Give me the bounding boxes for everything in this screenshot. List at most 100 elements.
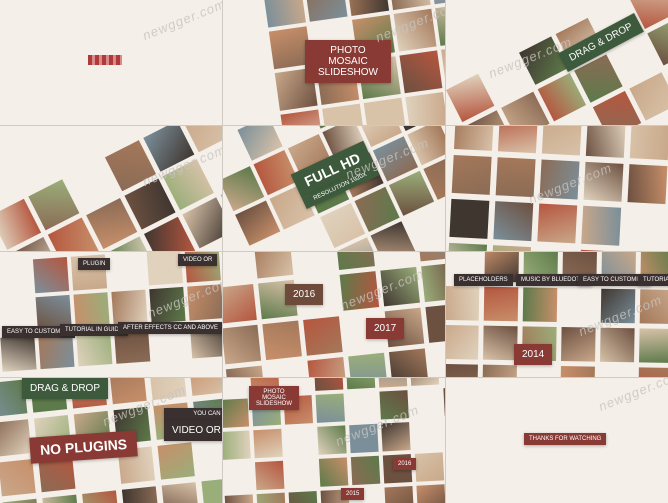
photo bbox=[541, 126, 582, 156]
photo bbox=[322, 103, 366, 125]
caption: VIDEO OR bbox=[178, 254, 218, 266]
caption: PHOTO MOSAIC SLIDESHOW bbox=[249, 386, 299, 410]
frame: PLACEHOLDERS MUSIC BY BLUEDOTAT EASY TO … bbox=[446, 252, 668, 377]
frame: PLUGIN VIDEO OR EASY TO CUSTOMIZE TUTORI… bbox=[0, 252, 222, 377]
photo bbox=[491, 245, 531, 251]
photo bbox=[451, 154, 492, 195]
photo bbox=[388, 348, 429, 377]
photo bbox=[0, 459, 36, 497]
photo bbox=[446, 324, 479, 360]
photo bbox=[405, 91, 445, 125]
caption: THANKS FOR WATCHING bbox=[524, 433, 607, 445]
photo bbox=[223, 398, 250, 428]
photo bbox=[346, 0, 390, 16]
photo bbox=[627, 164, 668, 205]
photo bbox=[2, 498, 40, 503]
frame: newgger.com bbox=[0, 0, 222, 125]
photo bbox=[447, 242, 488, 251]
frame: PHOTO MOSAIC SLIDESHOW newgger.com bbox=[223, 0, 445, 125]
caption: PLACEHOLDERS bbox=[454, 274, 513, 286]
photo bbox=[416, 484, 445, 503]
photo bbox=[414, 452, 445, 482]
photo bbox=[409, 378, 440, 386]
photo bbox=[318, 457, 349, 487]
photo bbox=[223, 430, 251, 460]
photo bbox=[377, 378, 408, 388]
photo bbox=[313, 378, 344, 391]
caption: EASY TO CUSTOMIZE bbox=[2, 326, 75, 338]
photo bbox=[537, 203, 578, 244]
photo bbox=[639, 328, 668, 363]
caption: PHOTO MOSAIC SLIDESHOW bbox=[305, 40, 391, 83]
photo bbox=[482, 364, 517, 377]
caption: MUSIC BY BLUEDOTAT bbox=[516, 274, 592, 286]
photo bbox=[201, 477, 222, 503]
photo bbox=[225, 365, 266, 377]
photo bbox=[348, 352, 388, 377]
photo bbox=[256, 492, 287, 503]
frame: PHOTO MOSAIC SLIDESHOW 2016 2015 newgger… bbox=[223, 378, 445, 503]
photo bbox=[387, 0, 431, 11]
caption: 2016 bbox=[393, 458, 417, 470]
photo bbox=[421, 262, 445, 303]
frame: newgger.com bbox=[446, 126, 668, 251]
photo bbox=[350, 455, 381, 486]
watermark: newgger.com bbox=[596, 378, 668, 415]
photo bbox=[307, 356, 347, 377]
photo bbox=[0, 335, 37, 372]
pixel-bar bbox=[88, 55, 122, 65]
photo bbox=[425, 303, 445, 343]
photo bbox=[638, 367, 668, 377]
frame: FULL HD RESOLUTION 1920X newgger.com bbox=[223, 126, 445, 251]
photo bbox=[42, 494, 80, 503]
photo bbox=[441, 44, 445, 88]
caption: TUTORIAL IN GUIDE bbox=[60, 324, 128, 336]
photo bbox=[335, 252, 375, 270]
photo bbox=[262, 320, 302, 361]
caption: YOU CAN USE bbox=[164, 408, 222, 420]
caption: 2016 bbox=[285, 284, 324, 305]
photo bbox=[497, 126, 538, 154]
photo bbox=[161, 482, 200, 503]
frame: DRAG & DROP newgger.com bbox=[446, 0, 668, 125]
photo bbox=[224, 494, 255, 503]
photo bbox=[522, 287, 558, 322]
photo bbox=[578, 249, 619, 251]
photo bbox=[303, 316, 343, 356]
frame: newgger.com bbox=[0, 126, 222, 251]
photo bbox=[384, 485, 414, 503]
photo bbox=[82, 490, 120, 503]
photo bbox=[581, 205, 622, 246]
caption: PLUGIN bbox=[78, 258, 111, 270]
photo bbox=[280, 109, 324, 125]
photo bbox=[446, 363, 478, 377]
frame: THANKS FOR WATCHING newgger.com bbox=[446, 378, 668, 503]
photo bbox=[483, 286, 519, 322]
photo bbox=[446, 285, 480, 321]
caption: AFTER EFFECTS CC AND ABOVE bbox=[118, 322, 222, 334]
photo bbox=[493, 201, 534, 242]
frame: DRAG & DROP NO PLUGINS YOU CAN USE VIDEO… bbox=[0, 378, 222, 503]
photo bbox=[454, 126, 494, 151]
watermark: newgger.com bbox=[140, 0, 222, 44]
photo bbox=[188, 378, 222, 396]
photo bbox=[38, 332, 75, 370]
photo bbox=[223, 284, 257, 324]
photo bbox=[121, 486, 160, 503]
photo bbox=[585, 126, 626, 158]
photo bbox=[629, 126, 668, 161]
photo bbox=[0, 419, 32, 457]
caption: 2015 bbox=[341, 488, 365, 500]
photo bbox=[443, 386, 445, 417]
photo bbox=[449, 198, 490, 239]
photo bbox=[315, 393, 345, 423]
photo bbox=[600, 327, 635, 363]
photo bbox=[253, 252, 294, 279]
caption: 2017 bbox=[366, 318, 405, 339]
photo bbox=[263, 0, 306, 28]
frame: 2016 2017 newgger.com bbox=[223, 252, 445, 377]
photo bbox=[560, 366, 595, 377]
photo bbox=[399, 50, 443, 94]
photo bbox=[483, 325, 518, 361]
note-block: YOU CAN USE VIDEO OR IMAGE bbox=[164, 408, 222, 441]
